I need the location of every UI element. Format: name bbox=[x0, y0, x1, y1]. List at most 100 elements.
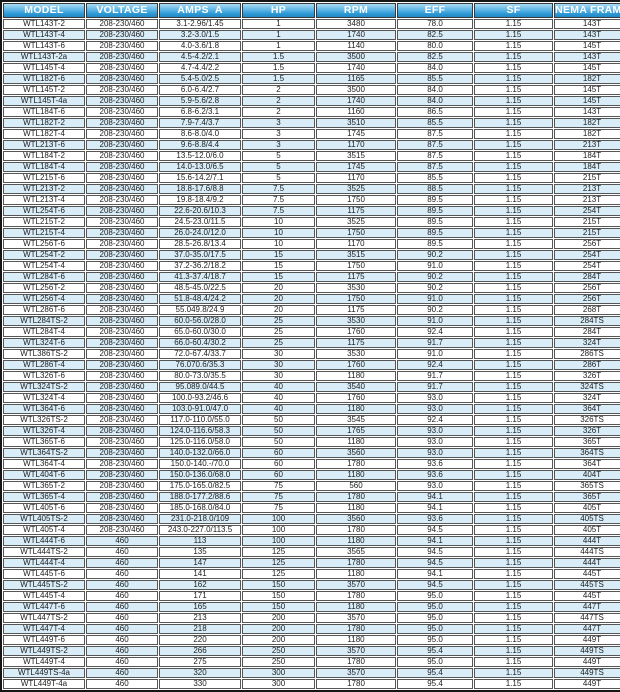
header-row: MODEL VOLTAGE AMPS A HP RPM EFF SF NEMA … bbox=[3, 3, 620, 18]
cell-hp: 1.5 bbox=[242, 63, 315, 73]
table-row: WTL447T-6 460 165 150 1180 95.0 1.15 447T bbox=[3, 602, 620, 612]
cell-amps: 141 bbox=[159, 569, 241, 579]
table-row: WTL284TS-2 208-230/460 60.0-56.0/28.0 25 353… bbox=[3, 316, 620, 326]
cell-rpm: 1175 bbox=[316, 272, 396, 282]
cell-voltage: 208-230/460 bbox=[86, 481, 158, 491]
cell-sf: 1.15 bbox=[474, 569, 553, 579]
cell-voltage: 208-230/460 bbox=[86, 19, 158, 29]
cell-sf: 1.15 bbox=[474, 404, 553, 414]
cell-rpm: 3480 bbox=[316, 19, 396, 29]
cell-hp: 1.5 bbox=[242, 52, 315, 62]
cell-amps: 117.0-110.0/55.0 bbox=[159, 415, 241, 425]
cell-voltage: 208-230/460 bbox=[86, 195, 158, 205]
cell-sf: 1.15 bbox=[474, 371, 553, 381]
cell-sf: 1.15 bbox=[474, 580, 553, 590]
cell-model: WTL365T-2 bbox=[3, 481, 85, 491]
cell-hp: 125 bbox=[242, 547, 315, 557]
cell-rpm: 3560 bbox=[316, 514, 396, 524]
cell-hp: 15 bbox=[242, 250, 315, 260]
cell-sf: 1.15 bbox=[474, 679, 553, 689]
cell-nema-frame: 444T bbox=[554, 558, 620, 568]
cell-voltage: 460 bbox=[86, 635, 158, 645]
cell-amps: 4.7-4.4/2.2 bbox=[159, 63, 241, 73]
table-row: WTL365T-2 208-230/460 175.0-165.0/82.5 75 56… bbox=[3, 481, 620, 491]
cell-rpm: 1180 bbox=[316, 404, 396, 414]
cell-sf: 1.15 bbox=[474, 250, 553, 260]
cell-rpm: 1750 bbox=[316, 195, 396, 205]
table-row: WTL143T-4 208-230/460 3.2-3.0/1.5 1 1740 82.5… bbox=[3, 30, 620, 40]
cell-amps: 220 bbox=[159, 635, 241, 645]
cell-hp: 1 bbox=[242, 30, 315, 40]
cell-amps: 48.5-45.0/22.5 bbox=[159, 283, 241, 293]
cell-hp: 60 bbox=[242, 448, 315, 458]
table-row: WTL254T-2 208-230/460 37.0-35.0/17.5 15 3515… bbox=[3, 250, 620, 260]
cell-eff: 94.5 bbox=[397, 558, 473, 568]
cell-nema-frame: 445T bbox=[554, 591, 620, 601]
cell-eff: 91.7 bbox=[397, 371, 473, 381]
cell-voltage: 460 bbox=[86, 558, 158, 568]
cell-nema-frame: 256T bbox=[554, 294, 620, 304]
cell-eff: 94.1 bbox=[397, 536, 473, 546]
cell-sf: 1.15 bbox=[474, 338, 553, 348]
column-header-model: MODEL bbox=[3, 3, 85, 18]
cell-eff: 80.0 bbox=[397, 41, 473, 51]
cell-eff: 95.0 bbox=[397, 613, 473, 623]
cell-rpm: 1175 bbox=[316, 206, 396, 216]
cell-eff: 95.4 bbox=[397, 646, 473, 656]
table-row: WTL324T-4 208-230/460 100.0-93.2/46.6 40 176… bbox=[3, 393, 620, 403]
cell-eff: 93.0 bbox=[397, 404, 473, 414]
cell-eff: 94.5 bbox=[397, 525, 473, 535]
cell-nema-frame: 143T bbox=[554, 30, 620, 40]
cell-sf: 1.15 bbox=[474, 591, 553, 601]
table-row: WTL145T-2 208-230/460 6.0-6.4/2.7 2 3500 84.0… bbox=[3, 85, 620, 95]
cell-nema-frame: 444T bbox=[554, 536, 620, 546]
cell-amps: 175.0-165.0/82.5 bbox=[159, 481, 241, 491]
cell-nema-frame: 364T bbox=[554, 459, 620, 469]
cell-eff: 93.0 bbox=[397, 481, 473, 491]
cell-voltage: 460 bbox=[86, 646, 158, 656]
cell-amps: 5.4-5.0/2.5 bbox=[159, 74, 241, 84]
cell-amps: 275 bbox=[159, 657, 241, 667]
cell-nema-frame: 215T bbox=[554, 173, 620, 183]
cell-nema-frame: 145T bbox=[554, 85, 620, 95]
cell-sf: 1.15 bbox=[474, 382, 553, 392]
cell-hp: 7.5 bbox=[242, 184, 315, 194]
cell-sf: 1.15 bbox=[474, 239, 553, 249]
cell-amps: 24.5-23.0/11.5 bbox=[159, 217, 241, 227]
cell-voltage: 208-230/460 bbox=[86, 140, 158, 150]
cell-hp: 5 bbox=[242, 162, 315, 172]
cell-sf: 1.15 bbox=[474, 668, 553, 678]
table-row: WTL449T-4 460 275 250 1780 95.0 1.15 449T bbox=[3, 657, 620, 667]
cell-nema-frame: 145T bbox=[554, 63, 620, 73]
cell-nema-frame: 326TS bbox=[554, 415, 620, 425]
cell-model: WTL326T-6 bbox=[3, 371, 85, 381]
table-row: WTL184T-2 208-230/460 13.5-12.0/6.0 5 3515 87… bbox=[3, 151, 620, 161]
cell-nema-frame: 324TS bbox=[554, 382, 620, 392]
table-row: WTL364T-6 208-230/460 103.0-91.0/47.0 40 118… bbox=[3, 404, 620, 414]
cell-eff: 82.5 bbox=[397, 30, 473, 40]
cell-eff: 87.5 bbox=[397, 162, 473, 172]
cell-nema-frame: 405TS bbox=[554, 514, 620, 524]
table-row: WTL182T-6 208-230/460 5.4-5.0/2.5 1.5 1165 85… bbox=[3, 74, 620, 84]
cell-voltage: 208-230/460 bbox=[86, 448, 158, 458]
cell-model: WTL182T-2 bbox=[3, 118, 85, 128]
cell-eff: 93.6 bbox=[397, 514, 473, 524]
cell-hp: 75 bbox=[242, 481, 315, 491]
cell-eff: 87.5 bbox=[397, 151, 473, 161]
cell-sf: 1.15 bbox=[474, 316, 553, 326]
cell-amps: 3.1-2.96/1.45 bbox=[159, 19, 241, 29]
cell-rpm: 3530 bbox=[316, 283, 396, 293]
cell-nema-frame: 284T bbox=[554, 272, 620, 282]
table-row: WTL364T-4 208-230/460 150.0-140.-/70.0 60 17… bbox=[3, 459, 620, 469]
cell-hp: 15 bbox=[242, 272, 315, 282]
cell-sf: 1.15 bbox=[474, 470, 553, 480]
cell-eff: 89.5 bbox=[397, 195, 473, 205]
table-row: WTL213T-4 208-230/460 19.8-18.4/9.2 7.5 1750… bbox=[3, 195, 620, 205]
cell-rpm: 3510 bbox=[316, 118, 396, 128]
cell-eff: 78.0 bbox=[397, 19, 473, 29]
cell-hp: 75 bbox=[242, 492, 315, 502]
cell-model: WTL213T-2 bbox=[3, 184, 85, 194]
cell-hp: 150 bbox=[242, 580, 315, 590]
table-row: WTL405T-4 208-230/460 243.0-227.0/113.5 100… bbox=[3, 525, 620, 535]
cell-amps: 147 bbox=[159, 558, 241, 568]
